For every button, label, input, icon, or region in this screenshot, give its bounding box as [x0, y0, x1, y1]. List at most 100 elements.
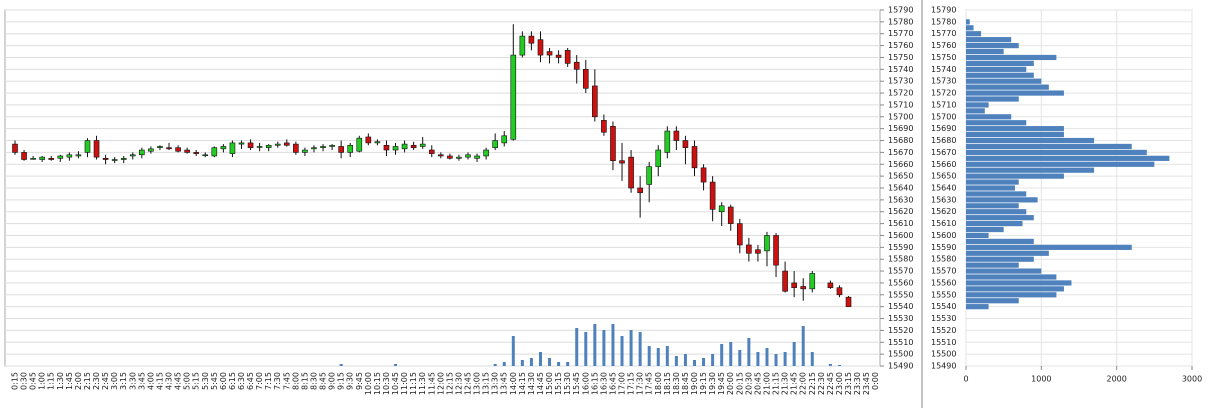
volume-bar: [756, 352, 760, 366]
x-tick-label: 22:00: [799, 372, 808, 395]
volume-bar: [674, 356, 678, 366]
profile-bar: [966, 48, 1004, 55]
y-tick-label: 15550: [931, 290, 956, 299]
x-tick-label: 13:15: [482, 372, 491, 395]
profile-bar: [966, 108, 985, 114]
candle-body: [582, 69, 589, 89]
x-tick-label: 0:45: [29, 372, 38, 390]
candle-body: [619, 160, 625, 164]
x-tick-label: 22:15: [808, 372, 817, 395]
x-tick-label: 6:45: [246, 372, 255, 390]
x-tick-label: 21:45: [790, 372, 799, 395]
candle-body: [256, 146, 263, 148]
profile-bar: [966, 66, 1027, 72]
x-tick-label: 22:30: [817, 372, 826, 395]
candle-body: [311, 147, 317, 150]
profile-bar: [966, 203, 1019, 209]
x-tick-label: 3:45: [137, 372, 146, 390]
x-tick-label: 17:30: [636, 372, 645, 395]
x-tick-label: 18:30: [672, 372, 681, 395]
x-tick-label: 4:30: [165, 372, 174, 390]
y-tick-label: 15610: [888, 219, 913, 228]
volume-bar: [683, 354, 687, 366]
x-tick-label: 6:30: [237, 372, 246, 390]
profile-bar: [966, 274, 1057, 280]
x-tick-label: 23:15: [844, 372, 853, 395]
candle-body: [202, 154, 209, 157]
volume-bar: [783, 352, 787, 366]
x-tick-label: 15:30: [563, 372, 572, 395]
candle-body: [782, 270, 788, 292]
y-tick-label: 15720: [931, 89, 956, 98]
y-tick-label: 15550: [888, 290, 913, 299]
profile-bar: [966, 114, 1012, 120]
y-tick-label: 15640: [931, 184, 956, 193]
x-tick-label: 8:15: [300, 372, 309, 390]
profile-bar: [966, 84, 1049, 90]
x-tick-label: 14:00: [509, 372, 518, 395]
profile-bar: [966, 167, 1095, 173]
x-tick-label: 14:45: [536, 372, 545, 395]
y-tick-label: 15530: [888, 314, 913, 323]
y-tick-label: 15600: [931, 231, 956, 240]
x-tick-label: 22:45: [826, 372, 835, 395]
candle-body: [528, 35, 535, 44]
candle-body: [573, 61, 580, 70]
y-tick-label: 15510: [888, 338, 913, 347]
volume-bar: [738, 350, 742, 366]
volume-bar: [801, 326, 805, 366]
candle-body: [438, 154, 444, 157]
candle-body: [809, 273, 816, 290]
candle-body: [365, 136, 372, 144]
x-tick-label: 2:45: [101, 372, 110, 390]
x-tick-label: 21:15: [772, 372, 781, 395]
candle-body: [718, 205, 725, 213]
candle-body: [129, 154, 136, 157]
x-tick-label: 20:00: [726, 372, 735, 395]
candle-body: [374, 141, 381, 144]
profile-bar: [966, 298, 1019, 304]
volume-bar: [774, 354, 778, 366]
candle-body: [492, 140, 498, 148]
x-tick-label: 21:30: [781, 372, 790, 395]
y-tick-label: 15650: [888, 172, 913, 181]
x-tick-label: 11:00: [400, 372, 409, 395]
x-tick-label: 11:30: [418, 372, 427, 395]
candle-body: [320, 146, 326, 148]
volume-bar: [765, 348, 769, 366]
x-tick-label: 8:30: [309, 372, 318, 390]
candle-body: [102, 158, 109, 160]
candle-body: [655, 149, 662, 167]
volume-bar: [792, 342, 796, 366]
candle-body: [592, 85, 598, 118]
x-tick-label: 20:30: [744, 372, 753, 395]
candle-body: [274, 143, 281, 146]
candle-body: [836, 287, 843, 296]
x-tick-label: 7:45: [282, 372, 291, 390]
profile-bar: [966, 209, 1027, 215]
candle-body: [501, 135, 508, 144]
candle-body: [764, 235, 770, 252]
y-tick-label: 15790: [888, 6, 913, 15]
candle-body: [428, 149, 435, 154]
candle-body: [519, 35, 526, 56]
profile-bar: [966, 155, 1170, 161]
candle-body: [483, 149, 489, 157]
x-tick-label: 5:45: [210, 372, 219, 390]
y-tick-label: 15640: [888, 184, 913, 193]
x-tick-label: 15:15: [554, 372, 563, 395]
candle-body: [293, 143, 299, 153]
x-tick-label: 4:00: [146, 372, 155, 390]
candle-body: [356, 137, 363, 152]
candle-body: [410, 144, 417, 148]
y-tick-label: 15610: [931, 219, 956, 228]
volume-bar: [702, 358, 706, 366]
candle-body: [175, 147, 181, 152]
y-tick-label: 15630: [931, 195, 956, 204]
profile-bar: [966, 31, 982, 37]
volume-bar: [339, 364, 343, 366]
x-tick-label: 16:45: [608, 372, 617, 395]
candle-body: [755, 249, 761, 254]
profile-bar: [966, 286, 1064, 292]
